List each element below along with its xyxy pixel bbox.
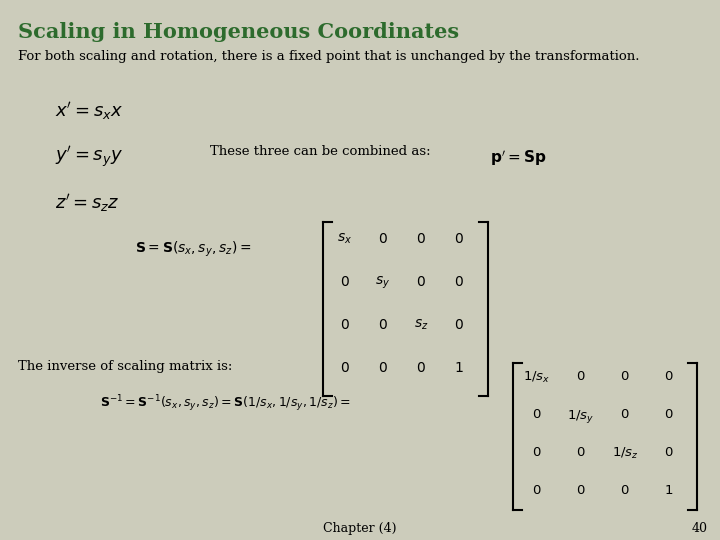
Text: $0$: $0$ — [378, 361, 388, 375]
Text: $s_x$: $s_x$ — [338, 232, 353, 246]
Text: $0$: $0$ — [532, 484, 541, 497]
Text: $s_y$: $s_y$ — [375, 275, 390, 291]
Text: $0$: $0$ — [416, 275, 426, 289]
Text: $\mathbf{S} = \mathbf{S}(s_x,s_y,s_z) = $: $\mathbf{S} = \mathbf{S}(s_x,s_y,s_z) = … — [135, 240, 251, 259]
Text: $\mathbf{S}^{-1} = \mathbf{S}^{-1}(s_x,s_y,s_z) = \mathbf{S}(1/s_x,1/s_y,1/s_z) : $\mathbf{S}^{-1} = \mathbf{S}^{-1}(s_x,s… — [100, 393, 351, 414]
Text: $0$: $0$ — [665, 408, 674, 421]
Text: $0$: $0$ — [378, 232, 388, 246]
Text: $0$: $0$ — [416, 361, 426, 375]
Text: $1/s_z$: $1/s_z$ — [611, 446, 639, 461]
Text: $x' = s_x x$: $x' = s_x x$ — [55, 100, 123, 122]
Text: Scaling in Homogeneous Coordinates: Scaling in Homogeneous Coordinates — [18, 22, 459, 42]
Text: $0$: $0$ — [378, 318, 388, 332]
Text: $1$: $1$ — [454, 361, 464, 375]
Text: 40: 40 — [692, 522, 708, 535]
Text: $0$: $0$ — [532, 408, 541, 421]
Text: $0$: $0$ — [340, 275, 350, 289]
Text: $0$: $0$ — [620, 484, 630, 497]
Text: $0$: $0$ — [620, 370, 630, 383]
Text: $s_z$: $s_z$ — [414, 318, 428, 333]
Text: The inverse of scaling matrix is:: The inverse of scaling matrix is: — [18, 360, 233, 373]
Text: $0$: $0$ — [576, 370, 586, 383]
Text: $0$: $0$ — [416, 232, 426, 246]
Text: $\mathbf{p'} = \mathbf{Sp}$: $\mathbf{p'} = \mathbf{Sp}$ — [490, 148, 546, 167]
Text: $0$: $0$ — [576, 446, 586, 459]
Text: $1$: $1$ — [665, 484, 674, 497]
Text: $1/s_y$: $1/s_y$ — [567, 408, 595, 425]
Text: $0$: $0$ — [340, 318, 350, 332]
Text: $1/s_x$: $1/s_x$ — [523, 370, 551, 385]
Text: $0$: $0$ — [620, 408, 630, 421]
Text: $0$: $0$ — [454, 318, 464, 332]
Text: $0$: $0$ — [665, 370, 674, 383]
Text: $0$: $0$ — [532, 446, 541, 459]
Text: $0$: $0$ — [454, 275, 464, 289]
Text: $0$: $0$ — [454, 232, 464, 246]
Text: For both scaling and rotation, there is a fixed point that is unchanged by the t: For both scaling and rotation, there is … — [18, 50, 639, 63]
Text: $z' = s_z z$: $z' = s_z z$ — [55, 192, 120, 214]
Text: $0$: $0$ — [665, 446, 674, 459]
Text: Chapter (4): Chapter (4) — [323, 522, 397, 535]
Text: $y' = s_y y$: $y' = s_y y$ — [55, 145, 123, 170]
Text: These three can be combined as:: These three can be combined as: — [210, 145, 439, 158]
Text: $0$: $0$ — [340, 361, 350, 375]
Text: $0$: $0$ — [576, 484, 586, 497]
